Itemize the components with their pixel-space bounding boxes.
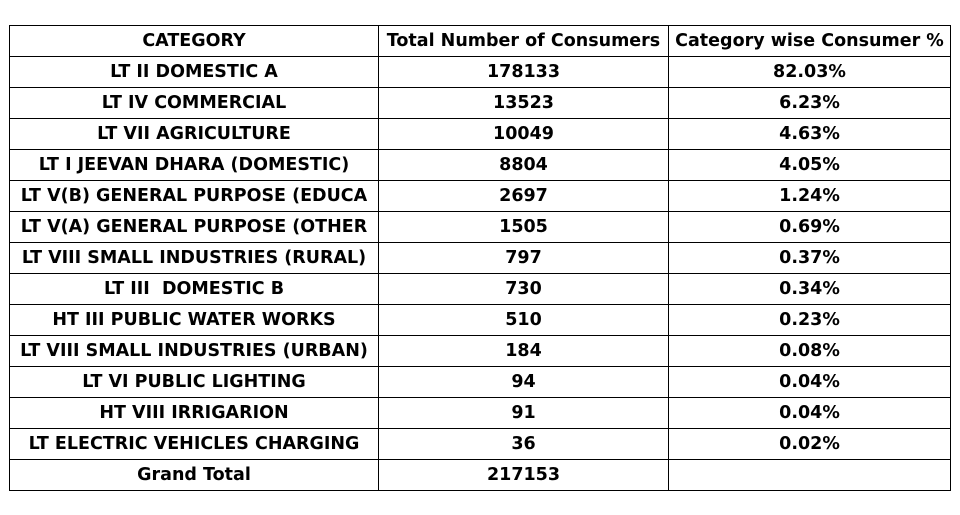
percent-cell: 4.05% bbox=[668, 149, 951, 181]
percent-cell: 0.69% bbox=[668, 211, 951, 243]
table-row: HT III PUBLIC WATER WORKS 510 0.23% bbox=[9, 304, 951, 336]
header-total-consumers: Total Number of Consumers bbox=[378, 25, 669, 57]
percent-cell: 0.37% bbox=[668, 242, 951, 274]
percent-cell: 0.34% bbox=[668, 273, 951, 305]
header-category: CATEGORY bbox=[9, 25, 379, 57]
header-consumer-percent: Category wise Consumer % bbox=[668, 25, 951, 57]
category-cell: LT V(A) GENERAL PURPOSE (OTHER bbox=[9, 211, 379, 243]
consumer-category-table-container: CATEGORY Total Number of Consumers Categ… bbox=[9, 25, 951, 491]
consumers-cell: 730 bbox=[378, 273, 669, 305]
percent-cell: 0.02% bbox=[668, 428, 951, 460]
consumer-category-table: CATEGORY Total Number of Consumers Categ… bbox=[9, 25, 951, 491]
consumers-cell: 2697 bbox=[378, 180, 669, 212]
consumers-cell: 10049 bbox=[378, 118, 669, 150]
percent-cell: 0.04% bbox=[668, 366, 951, 398]
percent-cell: 0.23% bbox=[668, 304, 951, 336]
category-cell: LT ELECTRIC VEHICLES CHARGING bbox=[9, 428, 379, 460]
table-row: LT ELECTRIC VEHICLES CHARGING 36 0.02% bbox=[9, 428, 951, 460]
category-cell: LT VII AGRICULTURE bbox=[9, 118, 379, 150]
percent-cell: 0.04% bbox=[668, 397, 951, 429]
category-cell: LT IV COMMERCIAL bbox=[9, 87, 379, 119]
consumers-cell: 8804 bbox=[378, 149, 669, 181]
grand-total-label: Grand Total bbox=[9, 459, 379, 491]
grand-total-consumers: 217153 bbox=[378, 459, 669, 491]
percent-cell: 0.08% bbox=[668, 335, 951, 367]
consumers-cell: 510 bbox=[378, 304, 669, 336]
table-row: HT VIII IRRIGARION 91 0.04% bbox=[9, 397, 951, 429]
table-row: LT VIII SMALL INDUSTRIES (URBAN) 184 0.0… bbox=[9, 335, 951, 367]
category-cell: LT III DOMESTIC B bbox=[9, 273, 379, 305]
consumers-cell: 94 bbox=[378, 366, 669, 398]
table-row: LT II DOMESTIC A 178133 82.03% bbox=[9, 56, 951, 88]
table-row: LT IV COMMERCIAL 13523 6.23% bbox=[9, 87, 951, 119]
grand-total-row: Grand Total 217153 bbox=[9, 459, 951, 491]
consumers-cell: 178133 bbox=[378, 56, 669, 88]
consumers-cell: 184 bbox=[378, 335, 669, 367]
grand-total-percent bbox=[668, 459, 951, 491]
table-row: LT VII AGRICULTURE 10049 4.63% bbox=[9, 118, 951, 150]
consumers-cell: 1505 bbox=[378, 211, 669, 243]
consumers-cell: 13523 bbox=[378, 87, 669, 119]
consumers-cell: 797 bbox=[378, 242, 669, 274]
percent-cell: 1.24% bbox=[668, 180, 951, 212]
percent-cell: 6.23% bbox=[668, 87, 951, 119]
category-cell: LT I JEEVAN DHARA (DOMESTIC) bbox=[9, 149, 379, 181]
table-row: LT V(B) GENERAL PURPOSE (EDUCA 2697 1.24… bbox=[9, 180, 951, 212]
category-cell: LT VI PUBLIC LIGHTING bbox=[9, 366, 379, 398]
table-row: LT VIII SMALL INDUSTRIES (RURAL) 797 0.3… bbox=[9, 242, 951, 274]
consumers-cell: 91 bbox=[378, 397, 669, 429]
table-header-row: CATEGORY Total Number of Consumers Categ… bbox=[9, 25, 951, 57]
category-cell: LT II DOMESTIC A bbox=[9, 56, 379, 88]
category-cell: HT III PUBLIC WATER WORKS bbox=[9, 304, 379, 336]
category-cell: HT VIII IRRIGARION bbox=[9, 397, 379, 429]
category-cell: LT VIII SMALL INDUSTRIES (RURAL) bbox=[9, 242, 379, 274]
percent-cell: 4.63% bbox=[668, 118, 951, 150]
table-row: LT V(A) GENERAL PURPOSE (OTHER 1505 0.69… bbox=[9, 211, 951, 243]
table-row: LT III DOMESTIC B 730 0.34% bbox=[9, 273, 951, 305]
table-row: LT VI PUBLIC LIGHTING 94 0.04% bbox=[9, 366, 951, 398]
category-cell: LT V(B) GENERAL PURPOSE (EDUCA bbox=[9, 180, 379, 212]
table-row: LT I JEEVAN DHARA (DOMESTIC) 8804 4.05% bbox=[9, 149, 951, 181]
category-cell: LT VIII SMALL INDUSTRIES (URBAN) bbox=[9, 335, 379, 367]
percent-cell: 82.03% bbox=[668, 56, 951, 88]
consumers-cell: 36 bbox=[378, 428, 669, 460]
